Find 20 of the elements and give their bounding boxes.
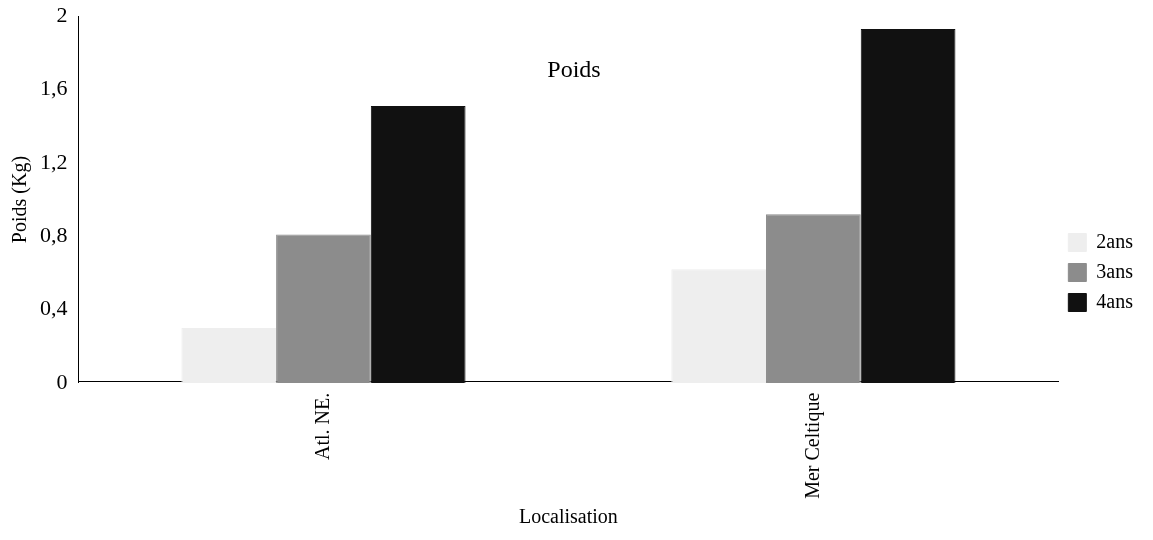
bar <box>276 234 371 383</box>
y-tick-label: 0 <box>56 368 68 394</box>
bar <box>766 214 861 383</box>
y-tick-label: 1,6 <box>40 75 68 101</box>
x-tick-label: Atl. NE. <box>310 392 333 460</box>
legend-label: 4ans <box>1096 289 1134 312</box>
bar <box>370 106 466 383</box>
y-tick-label: 0,8 <box>40 222 68 248</box>
legend-label: 2ans <box>1096 229 1134 252</box>
y-tick-label: 2 <box>56 1 68 27</box>
bar <box>671 269 767 383</box>
y-tick-label: 1,2 <box>40 148 68 174</box>
x-axis-title: Localisation <box>518 505 618 528</box>
y-axis-title: Poids (Kg) <box>8 155 32 244</box>
text: Poids <box>547 55 601 82</box>
y-tick-label: 0,4 <box>40 295 68 321</box>
bar <box>181 327 277 383</box>
legend-label: 3ans <box>1096 259 1134 282</box>
bar <box>860 29 956 383</box>
x-tick-label: Mer Celtique <box>800 392 824 499</box>
